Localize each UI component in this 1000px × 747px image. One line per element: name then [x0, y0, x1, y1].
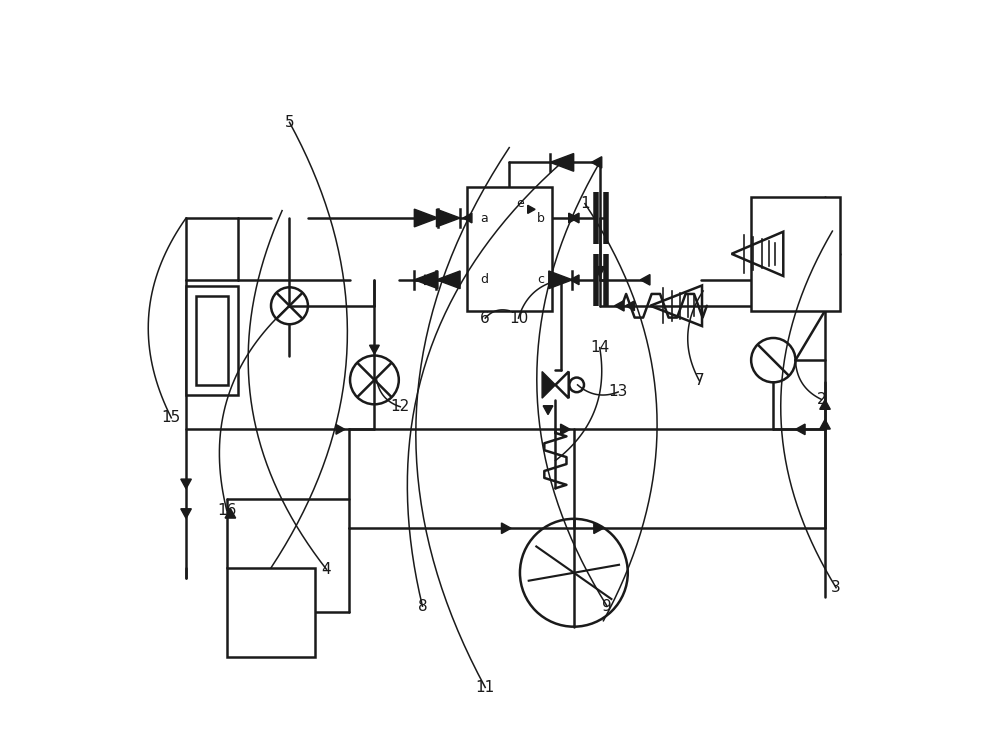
Polygon shape	[501, 523, 511, 533]
Text: 12: 12	[391, 399, 410, 415]
Polygon shape	[626, 301, 634, 311]
Text: 9: 9	[602, 598, 612, 614]
Polygon shape	[436, 209, 460, 227]
Text: c: c	[537, 273, 544, 286]
Polygon shape	[181, 479, 191, 489]
Text: 2: 2	[817, 392, 826, 407]
Text: 13: 13	[608, 385, 628, 400]
Text: 1: 1	[580, 196, 590, 211]
Text: 8: 8	[418, 598, 427, 614]
Polygon shape	[542, 371, 555, 398]
Polygon shape	[569, 213, 578, 223]
Polygon shape	[425, 275, 434, 285]
Text: 7: 7	[695, 374, 704, 388]
Text: 10: 10	[509, 311, 528, 326]
Polygon shape	[543, 406, 553, 415]
Polygon shape	[820, 420, 830, 429]
Text: d: d	[480, 273, 488, 286]
Bar	[186, 286, 238, 394]
Polygon shape	[555, 371, 569, 398]
Polygon shape	[414, 209, 438, 227]
Polygon shape	[225, 509, 236, 518]
Bar	[467, 187, 552, 311]
Polygon shape	[795, 424, 805, 435]
Text: 14: 14	[590, 340, 609, 355]
Text: 6: 6	[480, 311, 490, 326]
Text: a: a	[480, 211, 488, 225]
Text: 4: 4	[322, 562, 331, 577]
Bar	[227, 568, 315, 657]
Polygon shape	[570, 275, 579, 285]
Text: b: b	[536, 211, 544, 225]
Polygon shape	[820, 400, 830, 409]
Text: 5: 5	[285, 115, 294, 130]
Polygon shape	[594, 267, 605, 276]
Text: 15: 15	[162, 410, 181, 425]
Polygon shape	[550, 154, 574, 171]
Polygon shape	[181, 509, 191, 518]
Text: 3: 3	[831, 580, 841, 595]
Polygon shape	[436, 271, 460, 288]
Text: 11: 11	[476, 680, 495, 695]
Bar	[196, 296, 228, 385]
Polygon shape	[614, 300, 624, 311]
Polygon shape	[640, 275, 650, 285]
Polygon shape	[591, 157, 602, 168]
Text: e: e	[517, 196, 524, 210]
Bar	[751, 197, 840, 311]
Polygon shape	[561, 424, 570, 435]
Polygon shape	[414, 271, 438, 288]
Polygon shape	[549, 271, 572, 288]
Polygon shape	[594, 523, 603, 533]
Polygon shape	[528, 205, 535, 214]
Polygon shape	[336, 424, 345, 434]
Polygon shape	[370, 345, 379, 354]
Polygon shape	[463, 213, 472, 223]
Text: 16: 16	[217, 503, 236, 518]
Polygon shape	[570, 213, 579, 223]
